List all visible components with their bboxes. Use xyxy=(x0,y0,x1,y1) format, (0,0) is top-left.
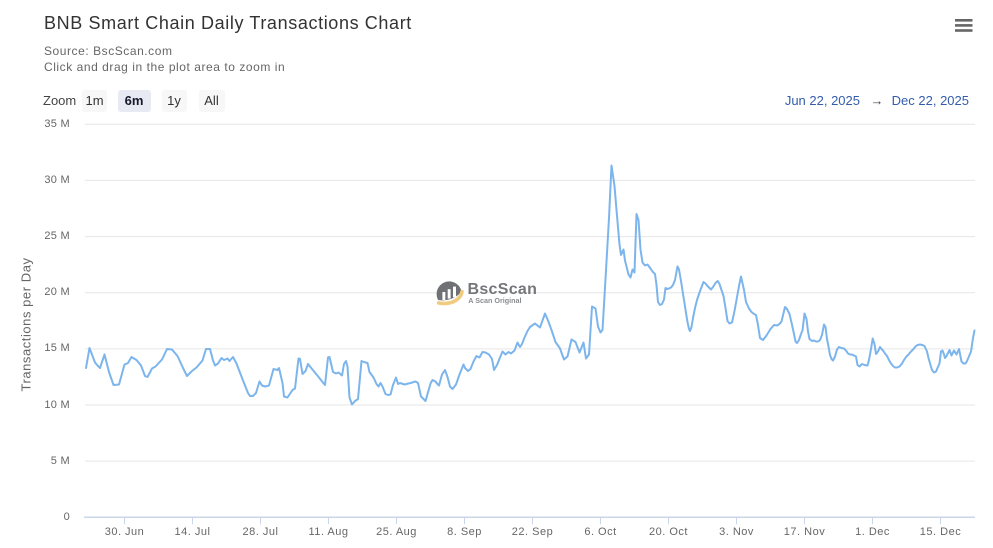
svg-text:BscScan: BscScan xyxy=(468,281,538,298)
svg-text:A Scan Original: A Scan Original xyxy=(468,296,521,305)
